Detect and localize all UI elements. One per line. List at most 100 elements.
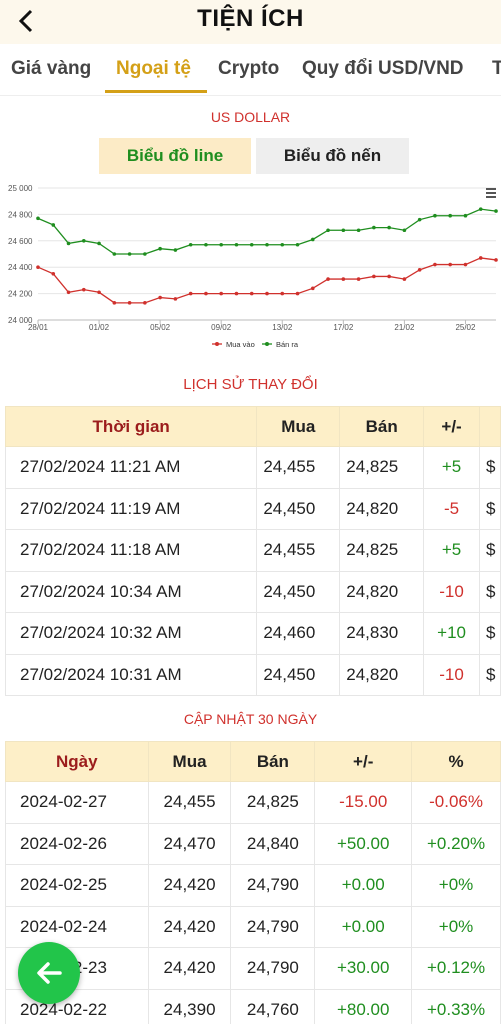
data-point: [66, 290, 71, 295]
x-tick-label: 28/01: [28, 323, 49, 332]
legend-marker-dot: [265, 342, 269, 346]
left-arrow-icon: [37, 962, 62, 984]
history-change-cell: +10: [423, 612, 480, 655]
data-point: [448, 213, 453, 218]
y-tick-label: 25 000: [8, 184, 33, 193]
history-change-cell: -10: [423, 653, 480, 696]
days30-sell-cell: 24,790: [230, 864, 316, 907]
tab-gold[interactable]: Giá vàng: [11, 58, 92, 79]
currency-title: US DOLLAR: [210, 109, 291, 125]
history-change-cell: -10: [423, 570, 480, 613]
history-buy-cell: 24,450: [256, 653, 341, 696]
data-point: [143, 301, 147, 305]
x-tick-label: 09/02: [211, 323, 232, 332]
data-point: [204, 291, 208, 296]
history-currency-cell: $: [479, 570, 501, 613]
tab-bar: Giá vàng Ngoại tệ Crypto Quy đổi USD/VND…: [0, 44, 501, 96]
tab-next[interactable]: T: [492, 58, 501, 80]
history-row: 27/02/2024 10:34 AM 24,450 24,820 -10 $: [4, 570, 501, 613]
data-point: [143, 252, 147, 256]
days30-date-cell: 2024-02-24: [5, 905, 149, 948]
data-point: [112, 301, 117, 305]
history-table: Thời gian Mua Bán +/- 27/02/2024 11:21 A…: [4, 406, 501, 696]
days30-row: 2024-02-25 24,420 24,790 +0.00 +0%: [5, 864, 501, 907]
candle-chart-button[interactable]: Biểu đồ nến: [256, 138, 409, 174]
data-point: [36, 265, 40, 269]
x-tick-label: 13/02: [272, 323, 293, 332]
data-point: [494, 209, 498, 213]
days30-sell-cell: 24,790: [230, 947, 316, 990]
data-point: [158, 246, 162, 251]
data-point: [311, 237, 315, 242]
data-point: [188, 242, 193, 247]
x-tick-label: 05/02: [150, 323, 171, 332]
history-change-cell: +5: [423, 446, 480, 489]
legend-label: Mua vào: [226, 340, 255, 349]
history-change-cell: -5: [423, 487, 480, 530]
data-point: [448, 262, 453, 267]
tab-usd-vnd-converter[interactable]: Quy đổi USD/VND: [302, 58, 464, 79]
history-row: 27/02/2024 10:31 AM 24,450 24,820 -10 $: [4, 653, 501, 696]
history-header-extra: [479, 406, 501, 447]
floating-back-button[interactable]: [18, 942, 80, 1004]
data-point: [158, 295, 162, 300]
history-time-cell: 27/02/2024 10:34 AM: [4, 570, 258, 613]
history-sell-cell: 24,820: [339, 487, 425, 530]
data-point: [249, 242, 254, 247]
tab-foreign-currency[interactable]: Ngoại tệ: [116, 58, 191, 79]
days30-buy-cell: 24,455: [147, 781, 232, 824]
data-point: [173, 248, 178, 252]
days30-header-date: Ngày: [5, 741, 149, 782]
data-point: [173, 297, 178, 301]
tab-crypto[interactable]: Crypto: [218, 58, 280, 79]
days30-percent-cell: -0.06%: [411, 781, 501, 824]
data-point: [478, 256, 483, 260]
history-header-sell: Bán: [339, 406, 425, 447]
history-buy-cell: 24,460: [256, 612, 341, 655]
y-tick-label: 24 200: [8, 290, 33, 299]
data-point: [265, 242, 269, 247]
x-tick-label: 21/02: [394, 323, 415, 332]
history-header-buy: Mua: [256, 406, 341, 447]
days30-percent-cell: +0.20%: [411, 822, 501, 865]
series-line-sell: [37, 208, 497, 255]
history-currency-cell: $: [479, 612, 501, 655]
history-time-cell: 27/02/2024 11:18 AM: [4, 529, 258, 572]
days30-buy-cell: 24,390: [147, 988, 232, 1024]
days30-row: 2024-02-26 24,470 24,840 +50.00 +0.20%: [5, 822, 501, 865]
data-point: [326, 228, 330, 233]
data-point: [494, 258, 498, 262]
history-sell-cell: 24,825: [339, 446, 425, 489]
days30-sell-cell: 24,840: [230, 822, 316, 865]
days30-change-cell: +30.00: [314, 947, 413, 990]
data-point: [234, 291, 239, 296]
data-point: [356, 277, 361, 281]
data-point: [387, 225, 391, 230]
data-point: [234, 242, 239, 247]
days30-buy-cell: 24,420: [147, 947, 232, 990]
history-header-row: Thời gian Mua Bán +/-: [4, 406, 501, 447]
history-buy-cell: 24,455: [256, 529, 341, 572]
days30-header-change: +/-: [314, 741, 413, 782]
data-point: [326, 277, 330, 281]
data-point: [82, 239, 86, 243]
data-point: [356, 228, 361, 233]
data-point: [295, 291, 300, 296]
data-point: [249, 291, 254, 296]
back-button[interactable]: [12, 6, 40, 36]
days30-row: 2024-02-27 24,455 24,825 -15.00 -0.06%: [5, 781, 501, 824]
data-point: [341, 228, 346, 233]
data-point: [463, 262, 468, 267]
days30-table: Ngày Mua Bán +/- % 2024-02-27 24,455 24,82…: [5, 741, 501, 1024]
history-header-change: +/-: [423, 406, 480, 447]
history-currency-cell: $: [479, 653, 501, 696]
chart-menu-icon[interactable]: [486, 188, 496, 198]
data-point: [265, 291, 269, 296]
days30-percent-cell: +0.33%: [411, 988, 501, 1024]
data-point: [204, 242, 208, 247]
days30-sell-cell: 24,760: [230, 988, 316, 1024]
days30-date-cell: 2024-02-25: [5, 864, 149, 907]
data-point: [219, 242, 223, 247]
line-chart-button[interactable]: Biểu đồ line: [99, 138, 251, 174]
data-point: [219, 291, 223, 296]
